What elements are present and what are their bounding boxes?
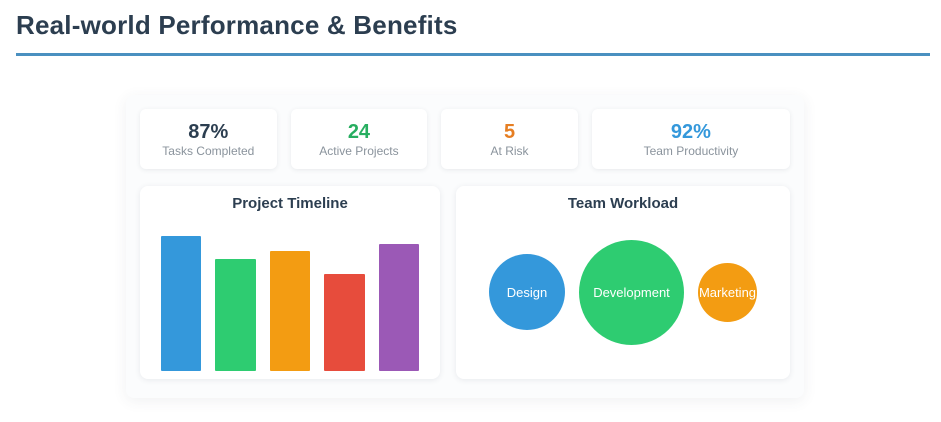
- team-workload-chart: Design Development Marketing: [456, 217, 790, 367]
- workload-bubble-design: Design: [489, 254, 565, 330]
- workload-bubble-marketing: Marketing: [698, 262, 757, 322]
- stat-value: 87%: [188, 120, 229, 143]
- stat-value: 24: [347, 120, 371, 143]
- project-timeline-title: Project Timeline: [232, 195, 348, 212]
- team-workload-panel: Team Workload Design Development Marketing: [456, 186, 790, 379]
- page-title: Real-world Performance & Benefits: [16, 10, 458, 40]
- workload-bubble-development: Development: [579, 239, 684, 345]
- workload-bubble-label: Development: [593, 284, 670, 300]
- stats-row: 87% Tasks Completed 24 Active Projects 5 At R…: [140, 109, 790, 169]
- workload-bubble-label: Design: [506, 284, 548, 300]
- stat-value: 5: [504, 120, 516, 143]
- title-underline: [16, 53, 930, 56]
- stat-value: 92%: [670, 120, 711, 143]
- panels-row: Project Timeline Team Workload Design Dev…: [140, 186, 790, 379]
- stat-label: Active Projects: [319, 143, 399, 158]
- workload-bubble-label: Marketing: [698, 284, 757, 300]
- timeline-bar-1: [161, 236, 202, 371]
- timeline-bar-4: [324, 273, 365, 371]
- timeline-bar-3: [269, 251, 311, 371]
- stat-card-at-risk: 5 At Risk: [441, 109, 578, 169]
- dashboard-card: 87% Tasks Completed 24 Active Projects 5 At R…: [126, 95, 804, 398]
- stat-card-active-projects: 24 Active Projects: [290, 109, 428, 169]
- project-timeline-panel: Project Timeline: [140, 186, 440, 379]
- project-timeline-chart: [161, 221, 420, 371]
- page-header: Real-world Performance & Benefits: [0, 0, 941, 41]
- timeline-bar-2: [215, 258, 256, 371]
- stat-label: Tasks Completed: [162, 143, 255, 158]
- timeline-bar-5: [378, 243, 420, 371]
- team-workload-title: Team Workload: [567, 195, 679, 212]
- stat-label: Team Productivity: [643, 143, 739, 158]
- stat-card-tasks-completed: 87% Tasks Completed: [140, 109, 277, 169]
- stat-card-team-productivity: 92% Team Productivity: [591, 109, 790, 169]
- stat-label: At Risk: [490, 143, 529, 158]
